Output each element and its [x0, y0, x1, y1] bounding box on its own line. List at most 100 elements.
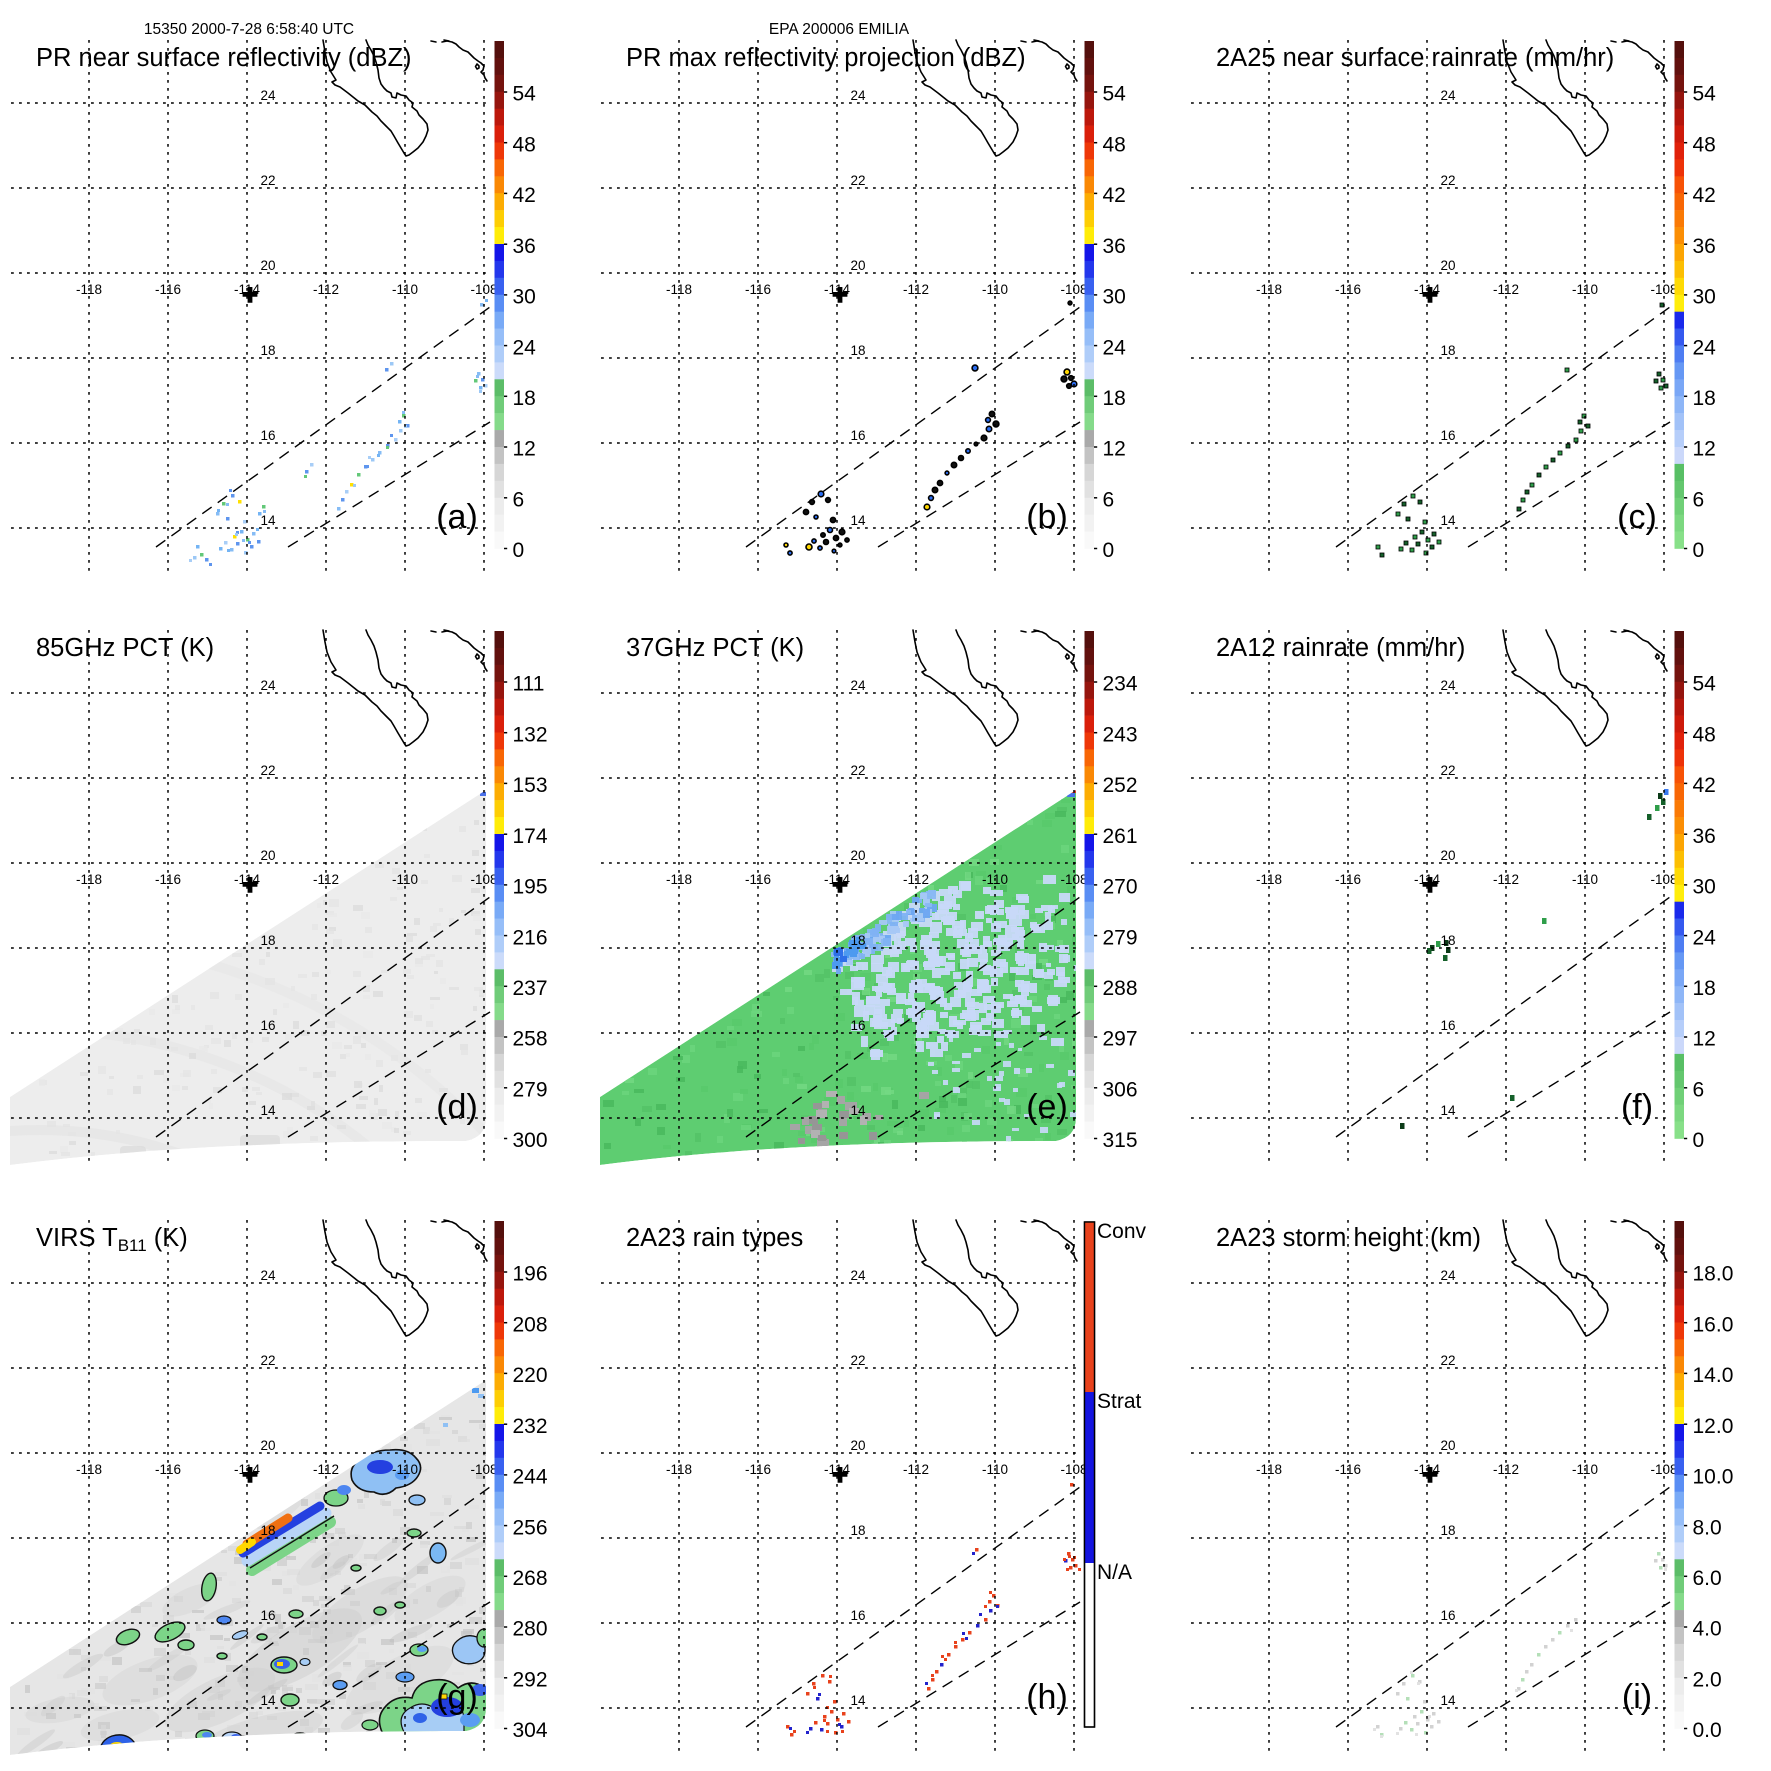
svg-text:14: 14 — [850, 1693, 866, 1708]
svg-text:-110: -110 — [392, 282, 418, 297]
svg-text:8.0: 8.0 — [1693, 1516, 1722, 1539]
svg-text:232: 232 — [513, 1415, 548, 1438]
svg-text:-108: -108 — [1060, 282, 1087, 297]
svg-text:(b): (b) — [1026, 498, 1068, 536]
svg-text:14: 14 — [1440, 1103, 1456, 1118]
svg-text:-118: -118 — [76, 1462, 102, 1477]
svg-text:6: 6 — [1693, 1079, 1705, 1102]
svg-text:-116: -116 — [745, 282, 771, 297]
svg-text:12.0: 12.0 — [1693, 1415, 1734, 1438]
svg-text:N/A: N/A — [1097, 1561, 1132, 1584]
svg-text:22: 22 — [260, 1353, 275, 1368]
svg-text:2.0: 2.0 — [1693, 1669, 1722, 1692]
svg-text:237: 237 — [513, 977, 548, 1000]
svg-text:195: 195 — [513, 876, 548, 899]
svg-text:-110: -110 — [1572, 282, 1598, 297]
svg-text:12: 12 — [1103, 438, 1126, 461]
svg-text:174: 174 — [513, 825, 548, 848]
svg-text:PR max reflectivity projection: PR max reflectivity projection (dBZ) — [626, 44, 1026, 72]
svg-text:4.0: 4.0 — [1693, 1618, 1722, 1641]
svg-text:315: 315 — [1103, 1129, 1138, 1152]
svg-text:22: 22 — [850, 1353, 865, 1368]
svg-text:85GHz PCT (K): 85GHz PCT (K) — [36, 634, 214, 662]
svg-text:14: 14 — [260, 1693, 276, 1708]
svg-text:-118: -118 — [1256, 872, 1282, 887]
svg-text:22: 22 — [850, 763, 865, 778]
svg-text:(e): (e) — [1026, 1088, 1068, 1126]
svg-text:-108: -108 — [1650, 1462, 1677, 1477]
svg-text:14.0: 14.0 — [1693, 1364, 1734, 1387]
svg-text:22: 22 — [850, 173, 865, 188]
svg-text:18: 18 — [1440, 343, 1455, 358]
svg-text:54: 54 — [513, 83, 537, 106]
svg-text:216: 216 — [513, 926, 548, 949]
svg-text:22: 22 — [1440, 1353, 1455, 1368]
svg-text:20: 20 — [260, 1438, 275, 1453]
svg-text:-110: -110 — [982, 1462, 1008, 1477]
svg-text:208: 208 — [513, 1313, 548, 1336]
svg-text:(h): (h) — [1026, 1678, 1068, 1716]
svg-text:(i): (i) — [1622, 1678, 1652, 1716]
svg-text:-112: -112 — [313, 872, 339, 887]
svg-text:24: 24 — [260, 1268, 276, 1283]
svg-text:-116: -116 — [1335, 872, 1361, 887]
svg-text:234: 234 — [1103, 673, 1138, 696]
svg-text:-108: -108 — [470, 872, 497, 887]
svg-text:-108: -108 — [1060, 1462, 1087, 1477]
svg-text:0: 0 — [1103, 539, 1115, 562]
svg-text:279: 279 — [513, 1079, 548, 1102]
svg-text:42: 42 — [513, 184, 536, 207]
svg-text:16: 16 — [1440, 428, 1455, 443]
svg-text:20: 20 — [850, 258, 865, 273]
svg-text:(d): (d) — [436, 1088, 478, 1126]
svg-text:16: 16 — [260, 1608, 275, 1623]
svg-text:-110: -110 — [392, 1462, 418, 1477]
svg-text:48: 48 — [1103, 133, 1126, 156]
svg-text:14: 14 — [260, 513, 276, 528]
svg-text:14: 14 — [850, 1103, 866, 1118]
svg-text:48: 48 — [1693, 133, 1716, 156]
svg-text:-110: -110 — [1572, 1462, 1598, 1477]
svg-text:220: 220 — [513, 1364, 548, 1387]
svg-text:243: 243 — [1103, 723, 1138, 746]
svg-text:-116: -116 — [155, 872, 181, 887]
svg-text:0.0: 0.0 — [1693, 1719, 1722, 1742]
svg-text:244: 244 — [513, 1466, 548, 1489]
svg-text:18: 18 — [1693, 387, 1716, 410]
svg-text:24: 24 — [1440, 88, 1456, 103]
svg-text:24: 24 — [260, 678, 276, 693]
svg-text:16: 16 — [260, 1018, 275, 1033]
svg-text:20: 20 — [1440, 258, 1455, 273]
svg-text:297: 297 — [1103, 1028, 1138, 1051]
svg-text:42: 42 — [1103, 184, 1126, 207]
svg-text:111: 111 — [513, 673, 545, 696]
svg-text:-112: -112 — [903, 872, 929, 887]
svg-text:15350 2000-7-28 6:58:40 UTC: 15350 2000-7-28 6:58:40 UTC — [144, 21, 354, 38]
svg-text:36: 36 — [513, 235, 536, 258]
svg-text:18: 18 — [850, 1523, 865, 1538]
svg-text:20: 20 — [260, 848, 275, 863]
svg-text:6.0: 6.0 — [1693, 1567, 1722, 1590]
svg-text:14: 14 — [260, 1103, 276, 1118]
svg-text:306: 306 — [1103, 1079, 1138, 1102]
svg-text:22: 22 — [1440, 763, 1455, 778]
svg-text:153: 153 — [513, 774, 548, 797]
svg-text:2A12 rainrate (mm/hr): 2A12 rainrate (mm/hr) — [1216, 634, 1465, 662]
svg-text:6: 6 — [513, 489, 525, 512]
svg-text:20: 20 — [1440, 848, 1455, 863]
svg-text:-110: -110 — [982, 282, 1008, 297]
svg-text:270: 270 — [1103, 876, 1138, 899]
svg-text:-112: -112 — [313, 1462, 339, 1477]
svg-text:256: 256 — [513, 1516, 548, 1539]
svg-text:132: 132 — [513, 723, 548, 746]
svg-text:24: 24 — [1440, 1268, 1456, 1283]
svg-text:37GHz PCT (K): 37GHz PCT (K) — [626, 634, 804, 662]
svg-text:18.0: 18.0 — [1693, 1263, 1734, 1286]
svg-text:12: 12 — [1693, 438, 1716, 461]
svg-text:22: 22 — [1440, 173, 1455, 188]
svg-text:18: 18 — [1103, 387, 1126, 410]
svg-text:279: 279 — [1103, 926, 1138, 949]
svg-text:-108: -108 — [470, 282, 497, 297]
svg-text:292: 292 — [513, 1669, 548, 1692]
svg-text:30: 30 — [513, 286, 536, 309]
